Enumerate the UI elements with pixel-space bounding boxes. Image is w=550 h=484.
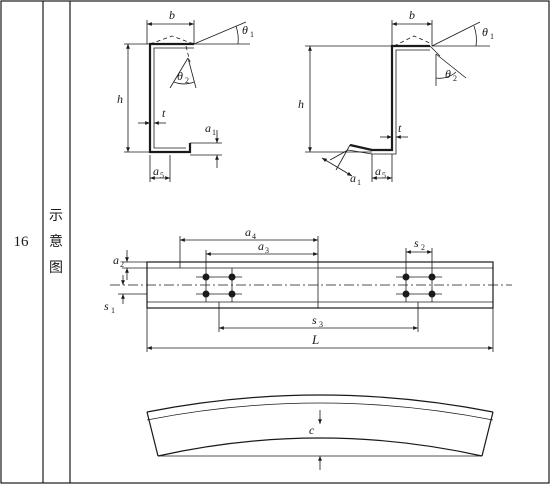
label-a1-left: a	[205, 121, 211, 135]
profile-right: b θ 1 θ 2 h t a 1 a 5	[298, 8, 494, 187]
label-t-left: t	[162, 106, 166, 120]
ext-a1-right-2	[329, 149, 349, 161]
dim-a1-right	[321, 157, 353, 177]
label-a4-sub: 4	[252, 232, 256, 241]
hole-group-left	[196, 268, 242, 302]
ext-a1-right-1	[335, 144, 351, 171]
label-a2: a	[113, 253, 119, 267]
profile-left-lip-down	[185, 45, 191, 63]
hole	[228, 273, 236, 281]
row-label-char-1: 示	[49, 209, 63, 224]
label-a5-right-sub: 5	[382, 171, 386, 180]
hole	[402, 290, 410, 298]
label-c: c	[309, 423, 315, 437]
hole	[228, 290, 236, 298]
profile-left-inner	[153, 47, 194, 149]
label-theta1-right-sub: 1	[490, 32, 494, 41]
label-theta2-right-sub: 2	[453, 74, 457, 83]
label-b-left: b	[169, 8, 175, 22]
row-label-char-3: 图	[49, 261, 63, 276]
hole	[402, 273, 410, 281]
camber-end-right	[481, 411, 494, 457]
label-s2-sub: 2	[421, 243, 425, 252]
label-L: L	[311, 332, 319, 347]
profile-left: b θ 1 θ 2 h t a 1 a 5	[117, 8, 254, 182]
theta1-left-ray	[193, 21, 247, 45]
hole	[202, 273, 210, 281]
label-t-right: t	[398, 121, 402, 135]
label-theta2-right: θ	[445, 67, 451, 81]
hole	[202, 290, 210, 298]
hole	[428, 273, 436, 281]
label-theta1-right: θ	[482, 25, 488, 39]
label-a1-left-sub: 1	[212, 128, 216, 137]
label-a3: a	[258, 239, 264, 253]
theta2-right-ray-2	[435, 53, 467, 79]
profile-right-outline	[349, 44, 430, 152]
camber-bottom-edge	[157, 437, 483, 457]
label-h-right: h	[298, 97, 304, 111]
row-number: 16	[14, 234, 30, 250]
label-s1-sub: 1	[111, 306, 115, 315]
theta2-ray-2	[187, 57, 197, 89]
theta1-left-arc	[235, 25, 239, 45]
camber-end-left	[146, 411, 159, 457]
label-a1-right: a	[350, 171, 356, 185]
label-a5-left-sub: 5	[160, 171, 164, 180]
hole	[428, 290, 436, 298]
plan-view: a 4 a 3 s 2 a 2 s 1 s 3 L	[104, 225, 512, 352]
label-s3: s	[312, 313, 317, 327]
label-s2: s	[414, 236, 419, 250]
label-a5-left: a	[153, 164, 159, 178]
label-b-right: b	[409, 8, 415, 22]
theta2-ray-1	[169, 57, 189, 89]
profile-right-bent-lip	[393, 35, 433, 47]
label-s1: s	[104, 299, 109, 313]
camber-flange-line	[146, 402, 494, 421]
label-theta2: θ	[177, 69, 183, 83]
profile-right-inner	[347, 49, 430, 155]
profile-right-lip	[429, 45, 441, 57]
theta2-right-arc	[435, 71, 457, 79]
label-theta1-left-sub: 1	[250, 30, 254, 39]
label-a5-right: a	[375, 164, 381, 178]
theta1-right-arc	[473, 25, 477, 47]
label-a2-sub: 2	[120, 260, 124, 269]
profile-left-bent-lip	[149, 35, 195, 45]
row-label-char-2: 意	[49, 233, 63, 250]
label-theta2-sub: 2	[185, 76, 189, 85]
profile-left-outline	[148, 42, 194, 154]
label-theta1-left: θ	[242, 23, 248, 37]
camber-view: c	[146, 394, 494, 470]
label-s3-sub: 3	[319, 320, 323, 329]
camber-top-edge	[146, 394, 494, 413]
label-a3-sub: 3	[265, 246, 269, 255]
label-a4: a	[245, 225, 251, 239]
hole-group-right	[396, 268, 442, 302]
theta2-arc	[173, 81, 195, 85]
label-a1-right-sub: 1	[357, 178, 361, 187]
label-h-left: h	[117, 92, 123, 106]
theta1-right-ray	[431, 21, 481, 47]
